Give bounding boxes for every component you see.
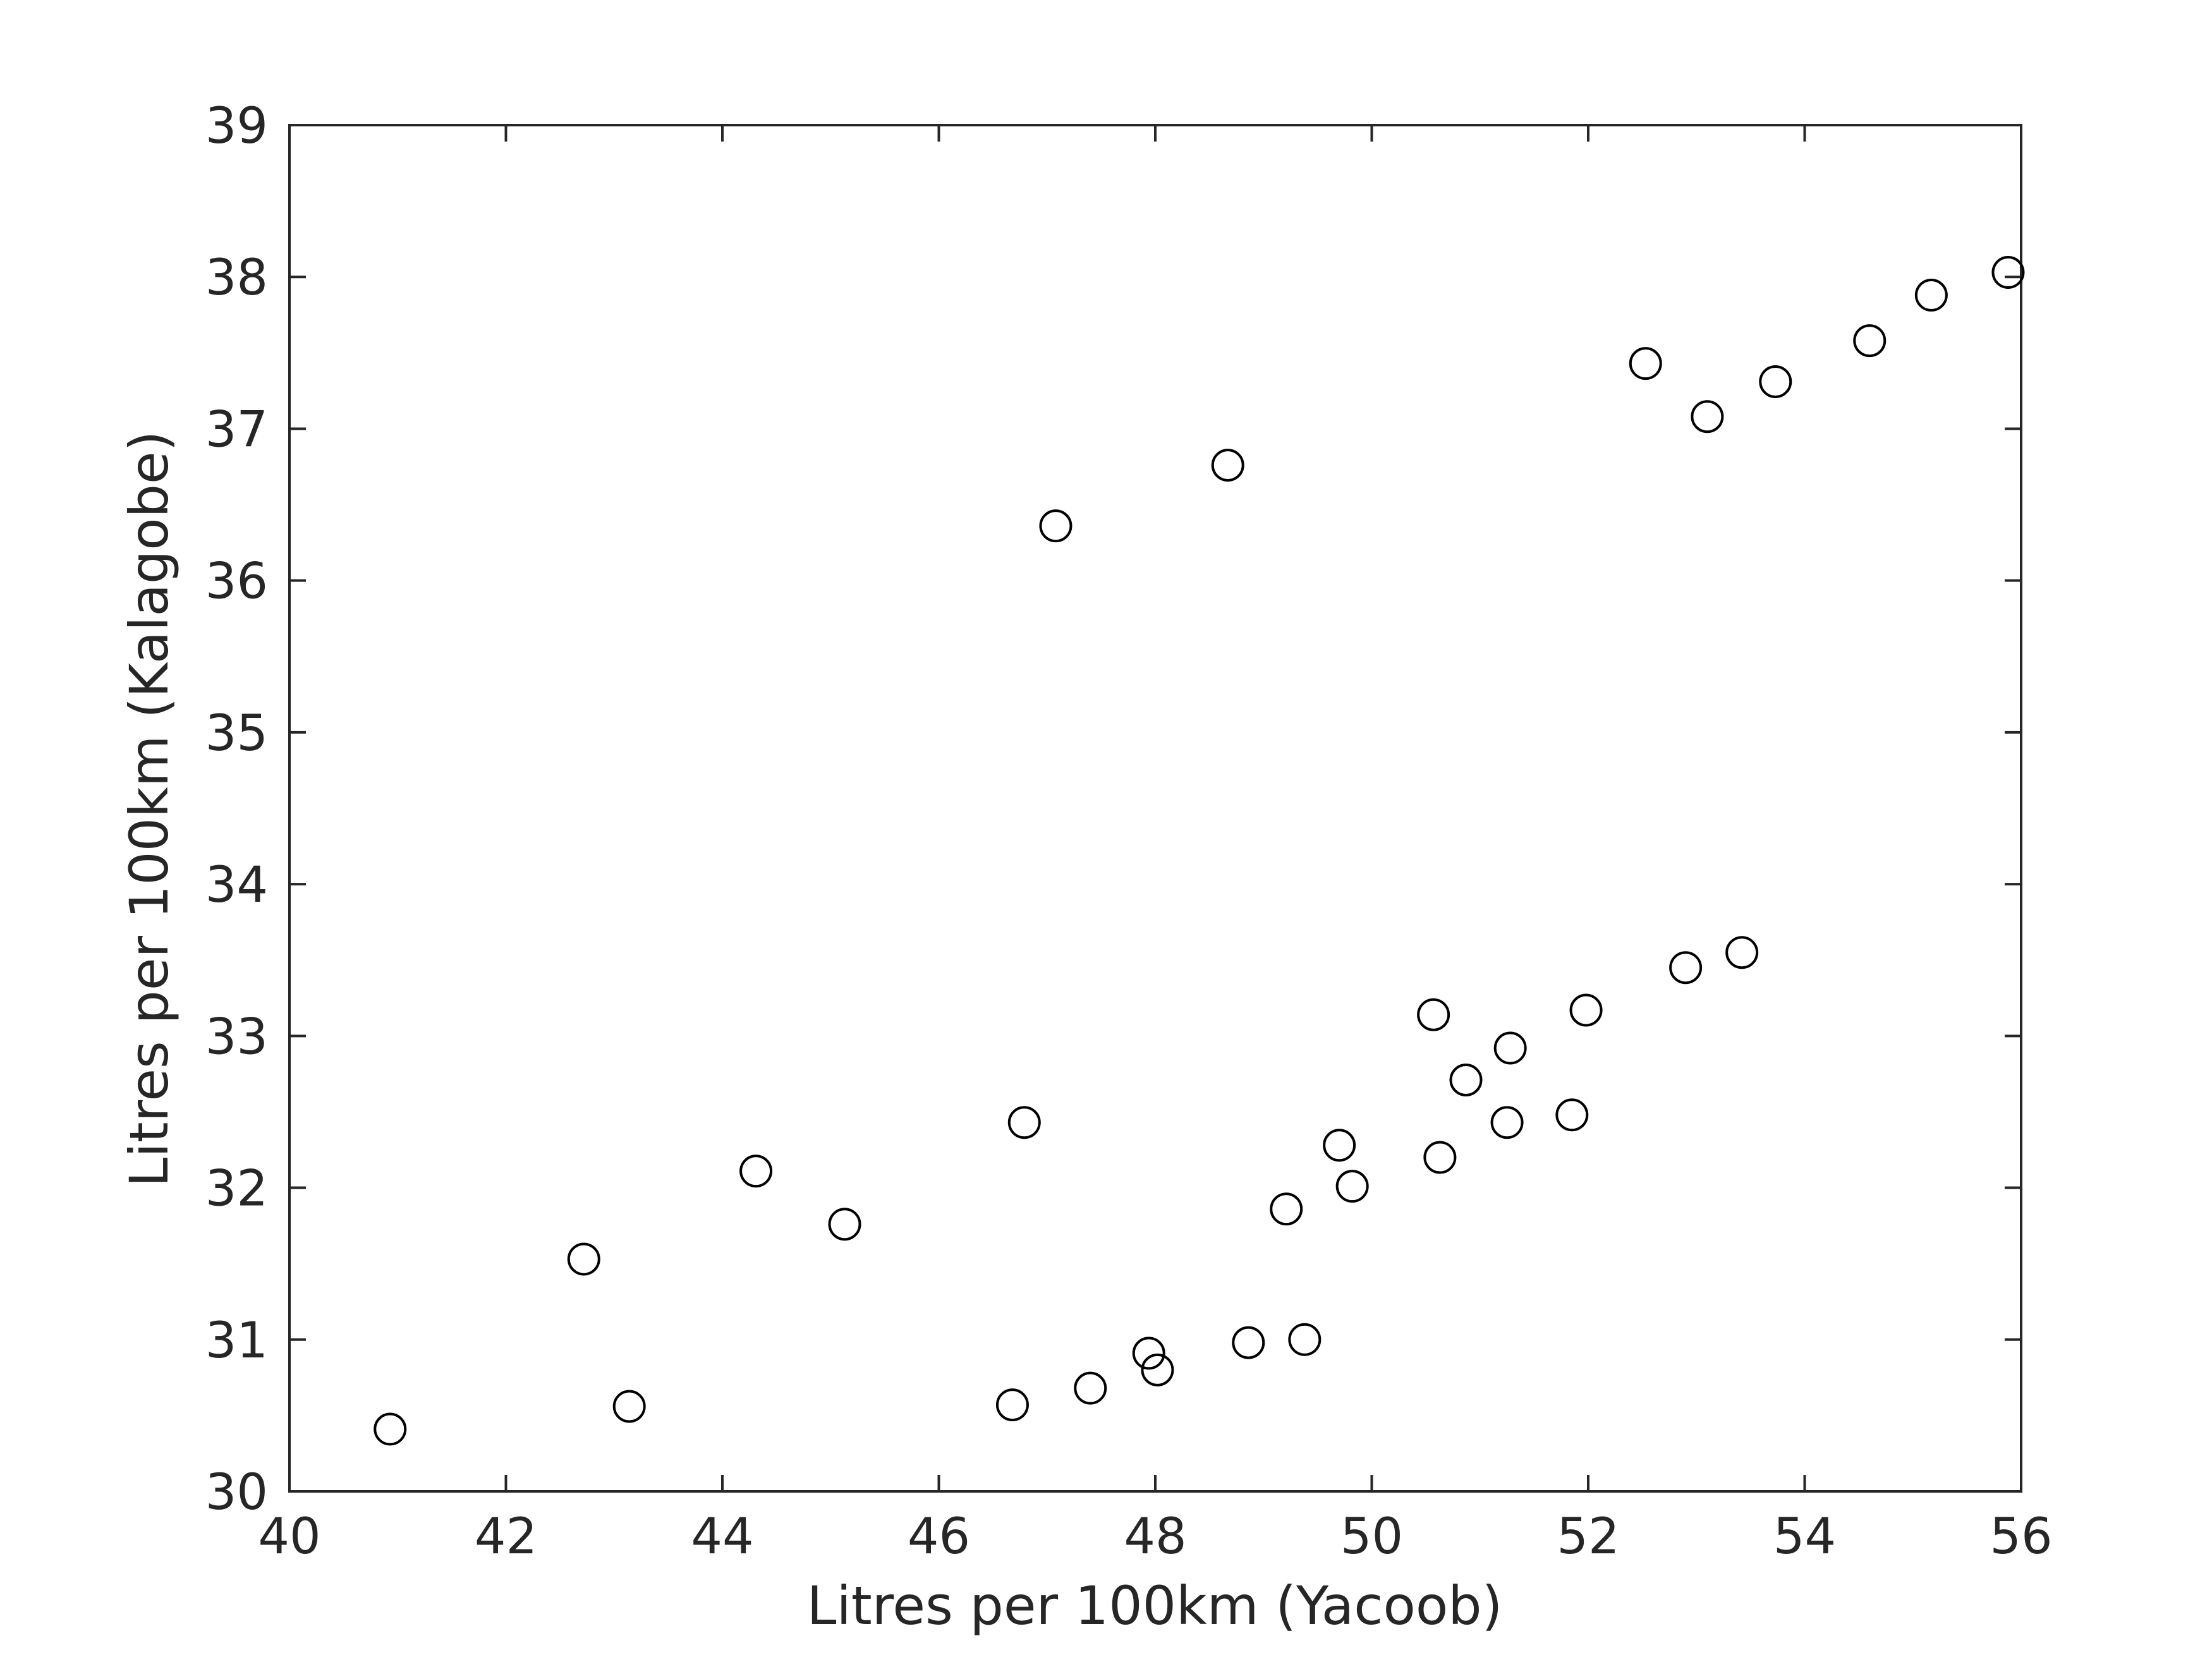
x-tick-label: 46	[908, 1508, 970, 1565]
data-point	[1288, 1323, 1322, 1356]
y-tick-label: 39	[205, 98, 268, 155]
x-tick-label: 48	[1124, 1508, 1186, 1565]
data-point	[828, 1208, 861, 1241]
y-axis-label: Litres per 100km (Kalagobe)	[118, 431, 180, 1187]
x-tick-label: 52	[1557, 1508, 1619, 1565]
data-point	[739, 1155, 773, 1188]
y-tick-label: 32	[205, 1161, 268, 1218]
x-tick-label: 56	[1990, 1508, 2052, 1565]
axes-group: 40 42 44 46 48 50 52 54 56 30 31 32 33 34 35 36 37 38 39	[205, 98, 2053, 1565]
x-tick-label: 54	[1773, 1508, 1836, 1565]
data-point	[1853, 324, 1887, 358]
data-point	[1323, 1129, 1356, 1162]
data-point	[1914, 279, 1948, 312]
data-point	[1629, 347, 1662, 380]
x-tick-label: 44	[691, 1508, 753, 1565]
data-point	[1669, 951, 1703, 985]
data-point	[1007, 1106, 1041, 1139]
y-tick-label: 37	[205, 401, 268, 458]
data-point	[1074, 1371, 1107, 1405]
data-points	[374, 256, 2025, 1446]
data-point	[1270, 1192, 1303, 1226]
data-point	[1691, 400, 1724, 434]
data-point	[1555, 1098, 1589, 1132]
data-point	[1417, 998, 1450, 1031]
data-point	[1132, 1337, 1165, 1370]
data-point	[1725, 936, 1759, 969]
y-tick-label: 38	[205, 250, 268, 306]
data-point	[1211, 449, 1244, 482]
data-point	[1569, 993, 1603, 1027]
y-tick-label: 33	[205, 1009, 268, 1065]
data-point	[1232, 1326, 1265, 1359]
y-tick-label: 31	[205, 1313, 268, 1369]
data-point	[374, 1412, 407, 1446]
y-tick-label: 35	[205, 705, 268, 762]
data-point	[1991, 256, 2025, 289]
plot-frame	[288, 124, 2022, 1493]
x-tick-label: 50	[1340, 1508, 1403, 1565]
y-tick-label: 36	[205, 554, 268, 610]
data-point	[995, 1388, 1029, 1422]
data-point	[1449, 1063, 1483, 1096]
x-axis-label: Litres per 100km (Yacoob)	[807, 1575, 1503, 1637]
data-point	[1423, 1141, 1457, 1174]
data-point	[567, 1242, 600, 1276]
y-tick-label: 30	[205, 1464, 268, 1521]
data-point	[1335, 1170, 1369, 1203]
data-point	[612, 1390, 646, 1423]
y-tick-label: 34	[205, 857, 268, 914]
data-point	[1490, 1106, 1524, 1139]
x-tick-label: 40	[258, 1508, 320, 1565]
data-point	[1493, 1031, 1527, 1065]
data-point	[1039, 509, 1073, 543]
x-tick-label: 42	[475, 1508, 537, 1565]
data-point	[1141, 1353, 1174, 1386]
data-point	[1759, 365, 1792, 398]
